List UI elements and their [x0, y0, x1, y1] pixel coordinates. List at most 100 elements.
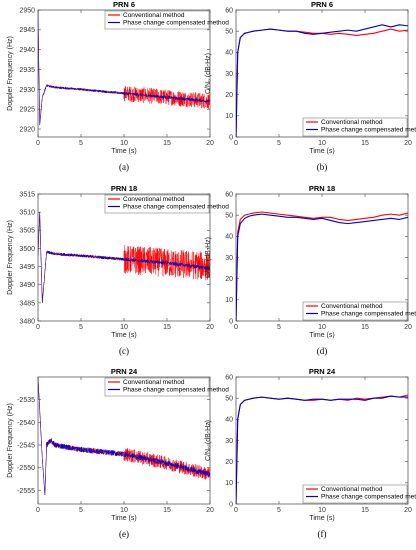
y-tick-label: 0	[229, 501, 233, 508]
y-tick-label: 20	[225, 276, 233, 283]
y-tick-label: 60	[225, 191, 233, 198]
x-tick-label: 5	[79, 140, 83, 147]
legend-entry: Phase change compensated method	[123, 204, 229, 211]
y-tick-label: 10	[225, 113, 233, 120]
x-tick-label: 15	[361, 507, 369, 514]
y-tick-label: 40	[225, 417, 233, 424]
x-tick-label: 15	[361, 140, 369, 147]
x-tick-label: 20	[206, 507, 214, 514]
y-tick-label: 3505	[19, 228, 35, 235]
y-tick-label: 50	[225, 29, 233, 36]
y-tick-label: 10	[225, 297, 233, 304]
y-tick-label: 2940	[19, 47, 35, 54]
legend-entry: Conventional method	[321, 119, 383, 126]
panel-caption: (c)	[119, 346, 129, 356]
y-tick-label: 2945	[19, 27, 35, 34]
y-axis-label: Doppler Frequency (Hz)	[7, 403, 14, 478]
plot-title: PRN 6	[311, 0, 333, 9]
y-tick-label: 2930	[19, 87, 35, 94]
panel-c: PRN 18 3480 3485 3490 3495 3500 3505 3510 3515 0 5…	[7, 184, 229, 356]
y-tick-label: 3495	[19, 264, 35, 271]
plot-frame	[37, 9, 211, 138]
x-axis-label: Time (s)	[111, 515, 136, 522]
x-tick-label: 15	[163, 140, 171, 147]
y-tick-label: 2920	[19, 126, 35, 133]
panel-a: PRN 6 2920 2925 2930 2935 2940 2945 2950 0 5 10 15 2…	[7, 0, 229, 172]
x-tick-label: 0	[36, 324, 40, 331]
series-line-compensated	[236, 213, 408, 321]
y-tick-label: 20	[225, 92, 233, 99]
panel-caption: (a)	[119, 162, 129, 172]
y-tick-label: 20	[225, 459, 233, 466]
x-tick-label: 0	[234, 324, 238, 331]
y-tick-label: 3490	[19, 282, 35, 289]
plot-frame	[37, 376, 211, 505]
plot-title: PRN 24	[309, 367, 336, 376]
x-tick-label: 0	[36, 140, 40, 147]
series-line-compensated	[236, 395, 408, 504]
legend-entry: Conventional method	[123, 196, 185, 203]
legend-entry: Conventional method	[321, 303, 383, 310]
y-tick-label: 3485	[19, 300, 35, 307]
x-axis-label: Time (s)	[309, 332, 334, 339]
x-axis-label: Time (s)	[309, 148, 334, 155]
y-axis-label: C/N₀ (dB-Hz)	[205, 237, 212, 278]
y-tick-label: -2545	[17, 442, 35, 449]
x-tick-label: 10	[120, 507, 128, 514]
plot-title: PRN 18	[111, 184, 137, 193]
x-tick-label: 20	[404, 507, 412, 514]
series-line-compensated	[38, 377, 210, 496]
legend-entry: Phase change compensated method	[123, 20, 229, 27]
panel-d: PRN 18 0 10 20 30 40 50 60 0 5 10 15 20 Time (s) C/N₀ …	[205, 184, 416, 356]
panel-f: PRN 24 0 10 20 30 40 50 60 0 5 10 15 20 Time (s) C/N₀ …	[205, 367, 416, 539]
plot-frame	[235, 193, 409, 322]
x-tick-label: 15	[163, 507, 171, 514]
plot-title: PRN 18	[309, 184, 335, 193]
x-tick-label: 0	[234, 507, 238, 514]
x-axis-label: Time (s)	[111, 332, 136, 339]
y-tick-label: 2935	[19, 67, 35, 74]
y-tick-label: 10	[225, 480, 233, 487]
y-tick-label: 30	[225, 438, 233, 445]
x-tick-label: 15	[163, 324, 171, 331]
x-tick-label: 10	[120, 140, 128, 147]
x-tick-label: 15	[361, 324, 369, 331]
legend-box	[104, 377, 210, 397]
plot-title: PRN 24	[111, 367, 138, 376]
panel-b: PRN 6 0 10 20 30 40 50 60 0 5 10 15 20 Time (s) C/N₀ (…	[205, 0, 416, 172]
y-axis-label: Doppler Frequency (Hz)	[7, 220, 14, 295]
x-tick-label: 5	[277, 324, 281, 331]
series-line-compensated	[236, 24, 408, 137]
plot-title: PRN 6	[113, 0, 135, 9]
legend-entry: Conventional method	[123, 12, 185, 19]
y-tick-label: -2555	[17, 488, 35, 495]
x-tick-label: 10	[318, 140, 326, 147]
legend-entry: Conventional method	[321, 486, 383, 493]
panel-caption: (f)	[318, 529, 327, 539]
y-tick-label: 40	[225, 234, 233, 241]
y-tick-label: 3515	[19, 191, 35, 198]
y-tick-label: 30	[225, 71, 233, 78]
y-tick-label: 50	[225, 396, 233, 403]
y-tick-label: 60	[225, 7, 233, 14]
panel-e: PRN 24 -2555 -2550 -2545 -2540 -2535 0 5 10 15 20 T…	[7, 367, 229, 539]
x-tick-label: 5	[79, 324, 83, 331]
legend-box	[302, 117, 408, 137]
legend-entry: Conventional method	[123, 379, 185, 386]
legend-box	[302, 301, 408, 321]
panel-caption: (d)	[317, 346, 328, 356]
x-tick-label: 5	[277, 507, 281, 514]
y-tick-label: 3480	[19, 318, 35, 325]
y-tick-label: 0	[229, 134, 233, 141]
y-tick-label: 2925	[19, 107, 35, 114]
y-tick-label: 60	[225, 374, 233, 381]
x-tick-label: 20	[404, 324, 412, 331]
legend-box	[104, 194, 210, 214]
x-tick-label: 0	[36, 507, 40, 514]
x-tick-label: 10	[318, 324, 326, 331]
